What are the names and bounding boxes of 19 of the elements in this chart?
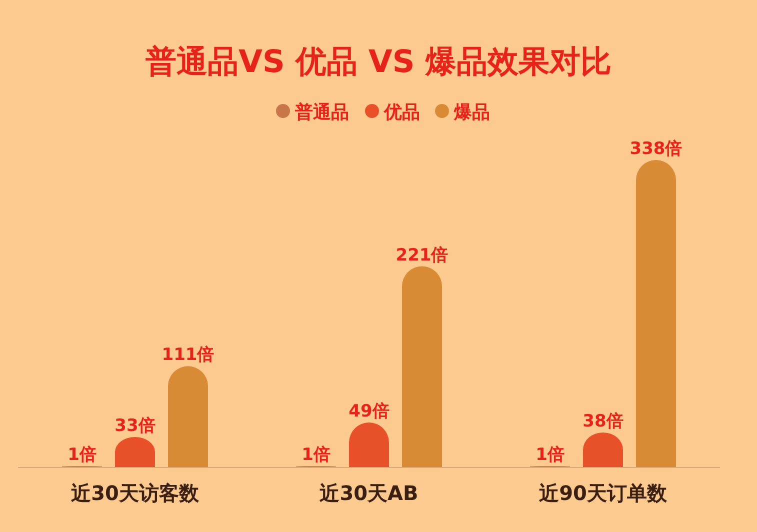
- data-label: 111倍: [162, 345, 214, 366]
- legend-label: 普通品: [294, 102, 349, 123]
- data-label: 1倍: [68, 445, 96, 466]
- data-label: 49倍: [348, 401, 390, 422]
- x-tick-label: 近30天访客数: [70, 481, 200, 505]
- bar: [402, 266, 442, 467]
- data-label: 338倍: [630, 139, 682, 159]
- bar: [636, 160, 676, 467]
- x-tick-label: 近30天AB: [318, 481, 418, 505]
- x-tick-label: 近90天订单数: [538, 481, 668, 505]
- data-label: 1倍: [536, 445, 564, 466]
- data-label: 38倍: [582, 411, 624, 432]
- chart-title: 普通品VS 优品 VS 爆品效果对比: [145, 44, 612, 80]
- legend-label: 爆品: [453, 102, 490, 123]
- bar: [168, 366, 208, 467]
- legend-label: 优品: [383, 102, 420, 123]
- data-label: 221倍: [396, 245, 448, 266]
- data-label: 1倍: [302, 445, 330, 466]
- data-label: 33倍: [114, 416, 156, 436]
